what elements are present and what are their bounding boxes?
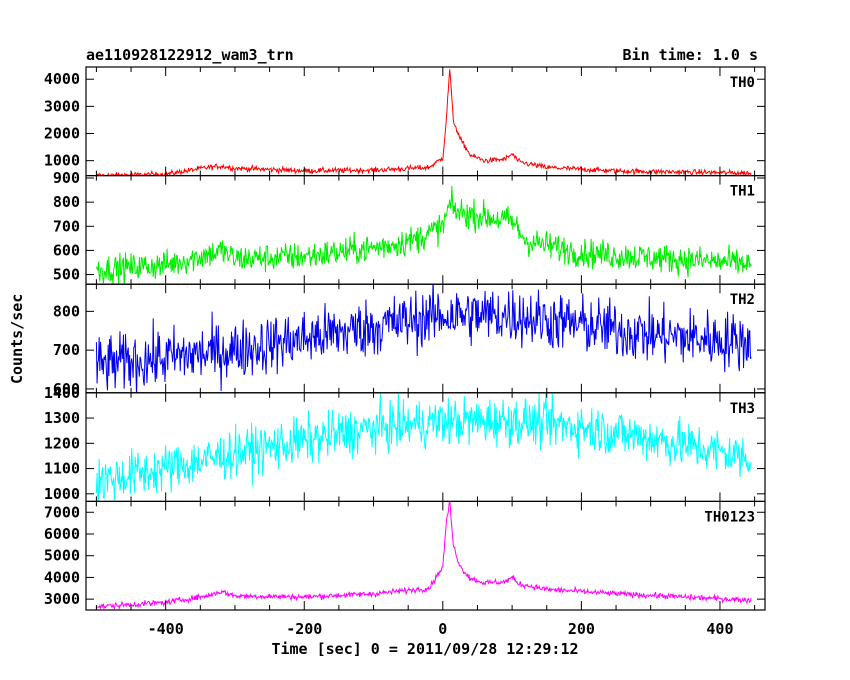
y-tick-label: 7000 (44, 503, 80, 521)
series-line-th2 (95, 284, 752, 393)
y-tick-label: 600 (53, 380, 80, 398)
plot-title: ae110928122912_wam3_trn (86, 46, 294, 64)
y-tick-label: 600 (53, 241, 80, 259)
series-line-th0 (96, 69, 752, 176)
y-tick-label: 4000 (44, 70, 80, 88)
panel-frame-th0 (85, 66, 766, 177)
series-line-th3 (95, 392, 752, 502)
series-line-th1 (95, 185, 752, 285)
panel-label-th0: TH0 (730, 75, 755, 91)
y-tick-label: 1300 (44, 409, 80, 427)
x-tick-label: 400 (706, 620, 733, 638)
y-tick-label: 1000 (44, 485, 80, 503)
y-tick-label: 2000 (44, 125, 80, 143)
y-tick-label: 3000 (44, 97, 80, 115)
y-tick-label: 3000 (44, 590, 80, 608)
y-tick-label: 1200 (44, 434, 80, 452)
x-tick-label: 200 (568, 620, 595, 638)
panel-frame-th1 (85, 175, 766, 285)
x-tick-label: -200 (286, 620, 322, 638)
panel-frame-th0123 (85, 500, 766, 611)
y-tick-label: 800 (53, 193, 80, 211)
x-tick-label: -400 (148, 620, 184, 638)
panel-label-th1: TH1 (730, 184, 755, 200)
y-tick-label: 5000 (44, 547, 80, 565)
y-tick-label: 1000 (44, 152, 80, 170)
y-axis-label: Counts/sec (8, 293, 26, 384)
series-line-th0123 (95, 501, 752, 610)
y-tick-label: 500 (53, 266, 80, 284)
panel-frame-th2 (85, 283, 766, 394)
y-tick-label: 4000 (44, 568, 80, 586)
panel-label-th3: TH3 (730, 401, 755, 417)
x-axis-label: Time [sec] 0 = 2011/09/28 12:29:12 (271, 640, 579, 658)
panel-label-th0123: TH0123 (704, 509, 755, 525)
y-tick-label: 1100 (44, 460, 80, 478)
y-tick-label: 800 (53, 302, 80, 320)
panel-label-th2: TH2 (730, 292, 755, 308)
x-tick-label: 0 (438, 620, 447, 638)
y-tick-label: 900 (53, 169, 80, 187)
y-tick-label: 1400 (44, 384, 80, 402)
bin-time-label: Bin time: 1.0 s (622, 46, 758, 64)
y-tick-label: 6000 (44, 525, 80, 543)
y-tick-label: 700 (53, 217, 80, 235)
y-tick-label: 700 (53, 341, 80, 359)
